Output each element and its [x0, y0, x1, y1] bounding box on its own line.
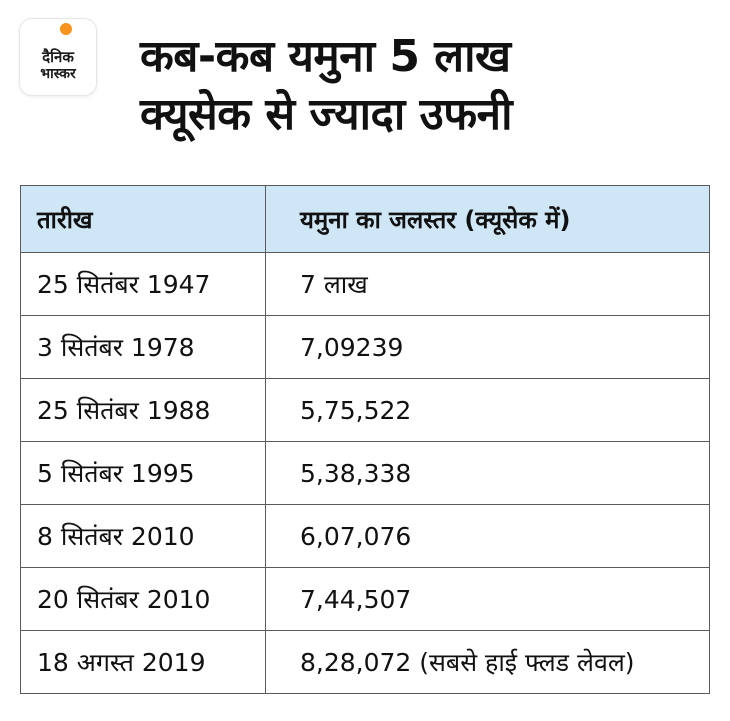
date-cell: 25 सितंबर 1947: [20, 252, 266, 316]
logo-line-1: दैनिक: [42, 48, 74, 66]
page-title: कब-कब यमुना 5 लाख क्यूसेक से ज्यादा उफनी: [140, 28, 710, 144]
date-cell: 25 सितंबर 1988: [20, 378, 266, 442]
table-row: 5 सितंबर 1995 5,38,338: [20, 441, 710, 505]
flood-table-container: तारीख यमुना का जलस्तर (क्यूसेक में) 25 स…: [20, 185, 710, 694]
date-cell: 3 सितंबर 1978: [20, 315, 266, 379]
table-row: 3 सितंबर 1978 7,09239: [20, 315, 710, 379]
water-level-cell: 7,44,507: [265, 567, 710, 631]
water-level-cell: 7,09239: [265, 315, 710, 379]
water-level-cell: 7 लाख: [265, 252, 710, 316]
date-cell: 20 सितंबर 2010: [20, 567, 266, 631]
water-level-cell: 8,28,072 (सबसे हाई फ्लड लेवल): [265, 630, 710, 694]
date-cell: 18 अगस्त 2019: [20, 630, 266, 694]
flood-levels-table: तारीख यमुना का जलस्तर (क्यूसेक में) 25 स…: [20, 185, 710, 694]
date-cell: 5 सितंबर 1995: [20, 441, 266, 505]
table-row: 18 अगस्त 2019 8,28,072 (सबसे हाई फ्लड ले…: [20, 630, 710, 694]
column-header-date: तारीख: [20, 185, 266, 253]
brand-logo: दैनिक भास्कर: [20, 19, 96, 95]
title-line-2: क्यूसेक से ज्यादा उफनी: [140, 89, 513, 140]
column-header-water-level: यमुना का जलस्तर (क्यूसेक में): [265, 185, 710, 253]
date-cell: 8 सितंबर 2010: [20, 504, 266, 568]
water-level-cell: 5,38,338: [265, 441, 710, 505]
table-row: 25 सितंबर 1988 5,75,522: [20, 378, 710, 442]
table-row: 20 सितंबर 2010 7,44,507: [20, 567, 710, 631]
logo-line-2: भास्कर: [40, 66, 76, 82]
title-line-1: कब-कब यमुना 5 लाख: [140, 31, 511, 82]
table-row: 25 सितंबर 1947 7 लाख: [20, 252, 710, 316]
table-header-row: तारीख यमुना का जलस्तर (क्यूसेक में): [20, 185, 710, 253]
water-level-cell: 5,75,522: [265, 378, 710, 442]
table-row: 8 सितंबर 2010 6,07,076: [20, 504, 710, 568]
water-level-cell: 6,07,076: [265, 504, 710, 568]
sun-icon: [60, 23, 72, 35]
